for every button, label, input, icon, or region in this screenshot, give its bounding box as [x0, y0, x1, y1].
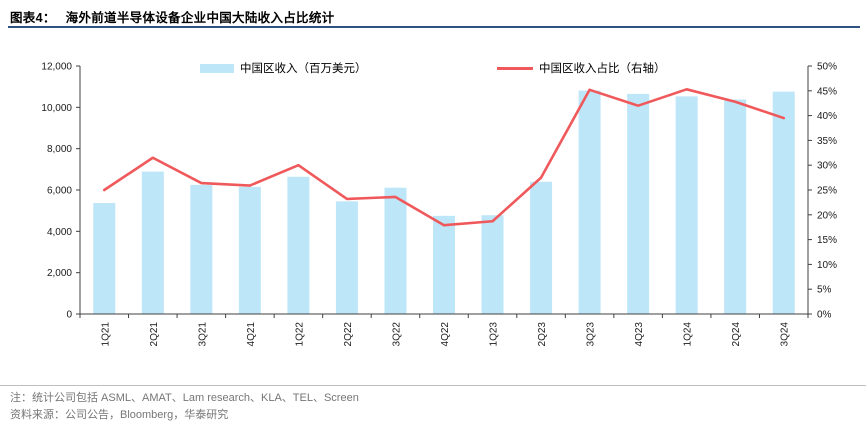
left-axis-label: 8,000	[47, 144, 72, 155]
x-axis-label-1Q23: 1Q23	[489, 322, 500, 347]
x-axis-label-3Q21: 3Q21	[197, 322, 208, 347]
revenue-bar-1Q23[interactable]	[481, 215, 504, 314]
chart-area: 0 2,000 4,000 6,000 8,000 10,000 12,000 0% 5% 10%…	[41, 62, 837, 347]
combo-chart: 0 2,000 4,000 6,000 8,000 10,000 12,000 0% 5% 10%…	[41, 62, 837, 347]
footnotes: 注：统计公司包括 ASML、AMAT、Lam research、KLA、TEL、…	[0, 385, 866, 424]
revenue-bar-2Q22[interactable]	[335, 201, 358, 314]
x-axis-label-1Q22: 1Q22	[294, 322, 305, 347]
right-axis-label: 35%	[817, 136, 837, 147]
revenue-bar-1Q21[interactable]	[93, 203, 116, 314]
x-axis-label-4Q23: 4Q23	[634, 322, 645, 347]
left-axis-label: 2,000	[47, 268, 72, 279]
legend-label-share: 中国区收入占比（右轴）	[539, 63, 666, 75]
left-axis-label: 10,000	[41, 103, 72, 114]
left-axis-label: 0	[66, 310, 72, 321]
right-axis-label: 10%	[817, 260, 837, 271]
right-axis-label: 25%	[817, 186, 837, 197]
figure-number: 图表4：	[10, 11, 56, 25]
figure-title: 图表4： 海外前道半导体设备企业中国大陆收入占比统计	[10, 7, 334, 26]
x-axis-label-2Q22: 2Q22	[343, 322, 354, 347]
right-axis-label: 0%	[817, 310, 832, 321]
legend-label-revenue: 中国区收入（百万美元）	[240, 63, 367, 75]
x-axis-label-1Q24: 1Q24	[683, 322, 694, 347]
revenue-bar-4Q23[interactable]	[627, 93, 650, 315]
x-axis-label-4Q21: 4Q21	[246, 322, 257, 347]
right-axis-label: 15%	[817, 235, 837, 246]
x-axis-label-3Q22: 3Q22	[391, 322, 402, 347]
right-axis-label: 40%	[817, 111, 837, 122]
note-line: 注：统计公司包括 ASML、AMAT、Lam research、KLA、TEL、…	[10, 392, 359, 404]
x-axis-label-2Q21: 2Q21	[149, 322, 160, 347]
revenue-bar-3Q24[interactable]	[772, 91, 795, 314]
x-axis-label-2Q23: 2Q23	[537, 322, 548, 347]
figure-title-text: 海外前道半导体设备企业中国大陆收入占比统计	[65, 11, 335, 25]
revenue-bar-2Q24[interactable]	[724, 99, 747, 314]
line-series-swatch	[497, 66, 533, 70]
right-axis-label: 30%	[817, 161, 837, 172]
left-axis-label: 4,000	[47, 227, 72, 238]
revenue-bar-1Q24[interactable]	[675, 96, 698, 314]
right-axis-label: 5%	[817, 285, 832, 296]
x-axis-label-1Q21: 1Q21	[100, 322, 111, 347]
revenue-bar-4Q22[interactable]	[433, 215, 455, 314]
chart-legend: 中国区收入（百万美元） 中国区收入占比（右轴）	[0, 60, 866, 78]
revenue-bar-2Q21[interactable]	[141, 171, 164, 314]
source-line: 资料来源：公司公告，Bloomberg，华泰研究	[10, 409, 229, 421]
left-axis-label: 6,000	[47, 186, 72, 197]
legend-item-share[interactable]: 中国区收入占比（右轴）	[497, 60, 666, 76]
right-axis-label: 50%	[817, 62, 837, 73]
x-axis-label-4Q22: 4Q22	[440, 322, 451, 347]
legend-item-revenue[interactable]: 中国区收入（百万美元）	[200, 60, 367, 76]
revenue-bar-3Q22[interactable]	[384, 187, 407, 314]
right-axis-label: 45%	[817, 86, 837, 97]
revenue-bar-2Q23[interactable]	[530, 181, 553, 314]
title-underline	[8, 26, 860, 28]
x-axis-label-2Q24: 2Q24	[731, 322, 742, 347]
right-axis-label: 20%	[817, 210, 837, 221]
revenue-bar-4Q21[interactable]	[238, 186, 261, 314]
revenue-bar-1Q22[interactable]	[287, 176, 310, 314]
left-axis-label: 12,000	[41, 62, 72, 73]
x-axis-label-3Q24: 3Q24	[780, 322, 791, 347]
revenue-bar-3Q23[interactable]	[578, 90, 601, 315]
x-axis-label-3Q23: 3Q23	[586, 322, 597, 347]
revenue-bar-3Q21[interactable]	[190, 184, 213, 314]
share-ratio-line[interactable]	[102, 88, 786, 227]
bar-series-swatch	[200, 63, 234, 73]
